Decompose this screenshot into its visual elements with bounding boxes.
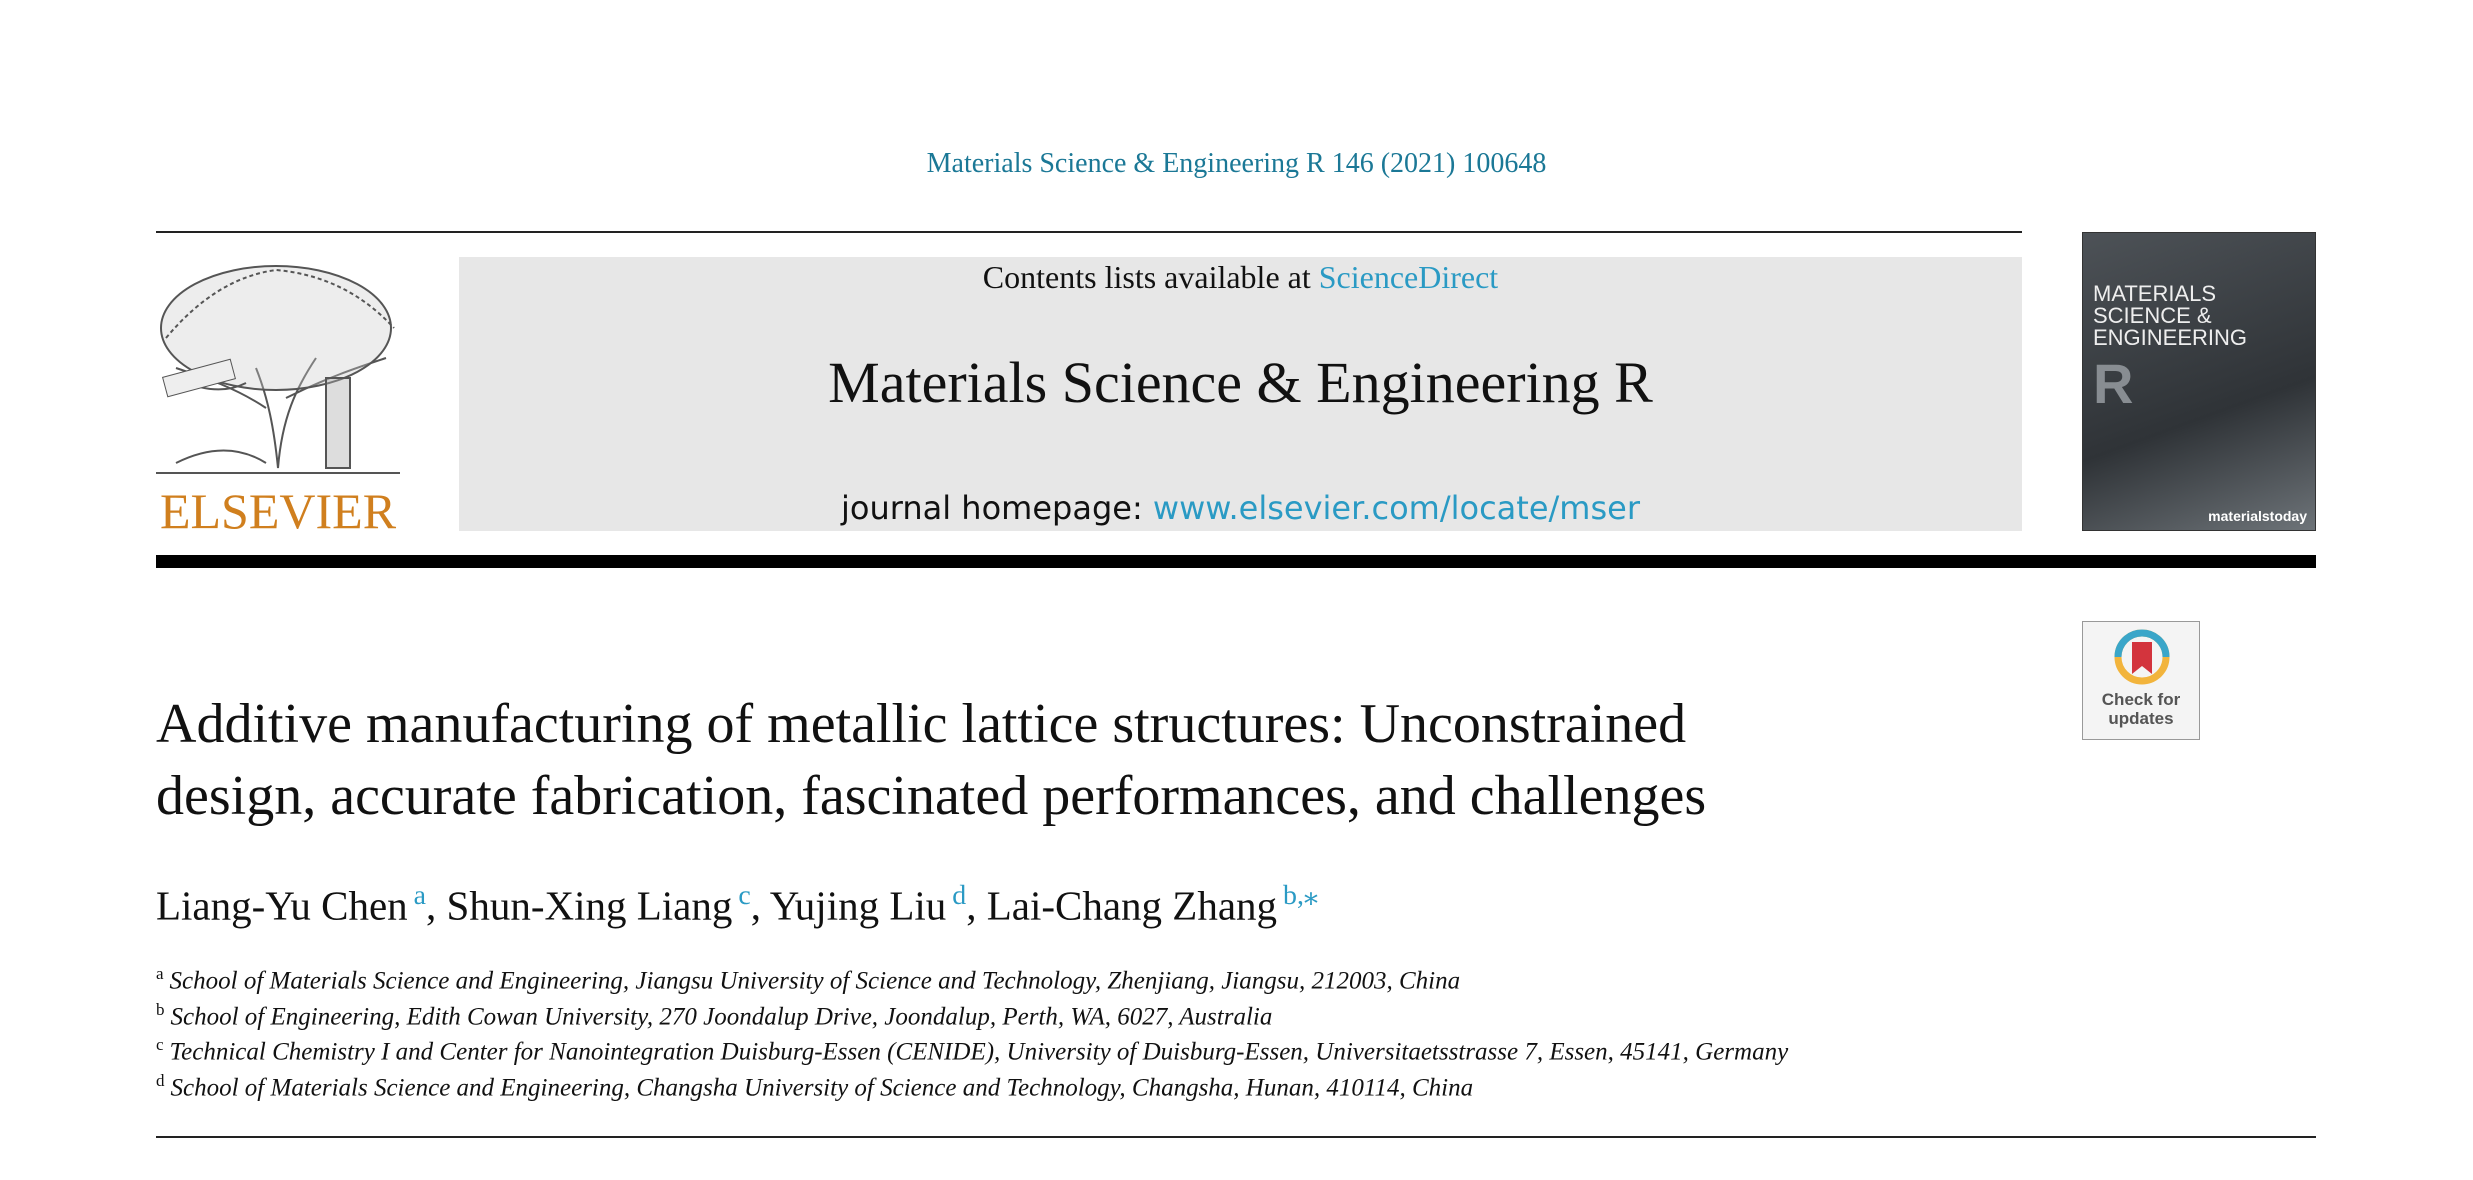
top-rule bbox=[156, 231, 2022, 233]
affiliation: d School of Materials Science and Enginee… bbox=[156, 1071, 1473, 1102]
bottom-rule bbox=[156, 1136, 2316, 1138]
badge-icon bbox=[2114, 629, 2170, 685]
author-separator: , bbox=[966, 882, 977, 929]
homepage-prefix: journal homepage: bbox=[841, 489, 1143, 527]
author-affiliation-mark: d bbox=[952, 880, 967, 911]
affiliation-label: c bbox=[156, 1035, 164, 1054]
affiliation-text: School of Materials Science and Engineer… bbox=[170, 1073, 1474, 1101]
author-list: Liang-Yu Chen a, Shun-Xing Liang c, Yujing… bbox=[156, 878, 1318, 929]
author-affiliation-mark: b,⁎ bbox=[1283, 880, 1318, 911]
cover-title-line: MATERIALS bbox=[2093, 281, 2217, 306]
contents-line: Contents lists available at ScienceDirec… bbox=[459, 259, 2022, 296]
author-name: Liang-Yu Chen bbox=[156, 882, 408, 929]
cover-brand: materialstoday bbox=[2208, 508, 2307, 524]
author-name: Shun-Xing Liang bbox=[446, 882, 733, 929]
cover-title-line: SCIENCE & bbox=[2093, 303, 2212, 328]
publisher-name: ELSEVIER bbox=[160, 483, 397, 536]
affiliation-label: b bbox=[156, 999, 165, 1019]
sciencedirect-link[interactable]: ScienceDirect bbox=[1318, 259, 1499, 295]
publisher-logo: ELSEVIER bbox=[156, 265, 400, 536]
affiliation: c Technical Chemistry I and Center for Na… bbox=[156, 1035, 1788, 1066]
thick-rule bbox=[156, 555, 2316, 568]
affiliation-text: School of Materials Science and Engineer… bbox=[169, 967, 1461, 995]
article-title: Additive manufacturing of metallic latti… bbox=[156, 688, 1706, 832]
author-name: Lai-Chang Zhang bbox=[986, 882, 1278, 929]
affiliation-text: School of Engineering, Edith Cowan Unive… bbox=[170, 1002, 1273, 1030]
cover-title-line: ENGINEERING bbox=[2093, 325, 2248, 350]
author-separator: , bbox=[750, 882, 761, 929]
author-separator: , bbox=[426, 882, 437, 929]
homepage-line: journal homepage: www.elsevier.com/locat… bbox=[459, 489, 2022, 527]
journal-banner: Contents lists available at ScienceDirec… bbox=[459, 257, 2022, 531]
journal-cover[interactable]: MATERIALS SCIENCE & ENGINEERING R material… bbox=[2082, 232, 2316, 531]
affiliation: b School of Engineering, Edith Cowan Univ… bbox=[156, 1000, 1272, 1031]
affiliation-label: d bbox=[156, 1070, 165, 1090]
author-affiliation-mark: a bbox=[413, 880, 427, 911]
homepage-link[interactable]: www.elsevier.com/locate/mser bbox=[1152, 489, 1640, 527]
journal-name: Materials Science & Engineering R bbox=[828, 350, 1653, 415]
title-line: design, accurate fabrication, fascinated… bbox=[156, 765, 1707, 827]
author-name: Yujing Liu bbox=[769, 882, 947, 929]
author-affiliation-mark: c bbox=[738, 880, 751, 911]
cover-title: MATERIALS SCIENCE & ENGINEERING bbox=[2093, 283, 2247, 349]
title-line: Additive manufacturing of metallic latti… bbox=[156, 693, 1687, 755]
affiliation: a School of Materials Science and Enginee… bbox=[156, 964, 1460, 995]
affiliation-label: a bbox=[156, 964, 164, 983]
badge-text: Check for updates bbox=[2083, 690, 2199, 728]
badge-line: updates bbox=[2108, 709, 2174, 728]
affiliation-text: Technical Chemistry I and Center for Nan… bbox=[169, 1038, 1789, 1066]
cover-letter: R bbox=[2093, 352, 2134, 415]
check-updates-badge[interactable]: Check for updates bbox=[2082, 621, 2200, 740]
badge-line: Check for bbox=[2101, 690, 2181, 709]
citation[interactable]: Materials Science & Engineering R 146 (2… bbox=[926, 148, 1547, 179]
contents-prefix: Contents lists available at bbox=[982, 259, 1311, 295]
